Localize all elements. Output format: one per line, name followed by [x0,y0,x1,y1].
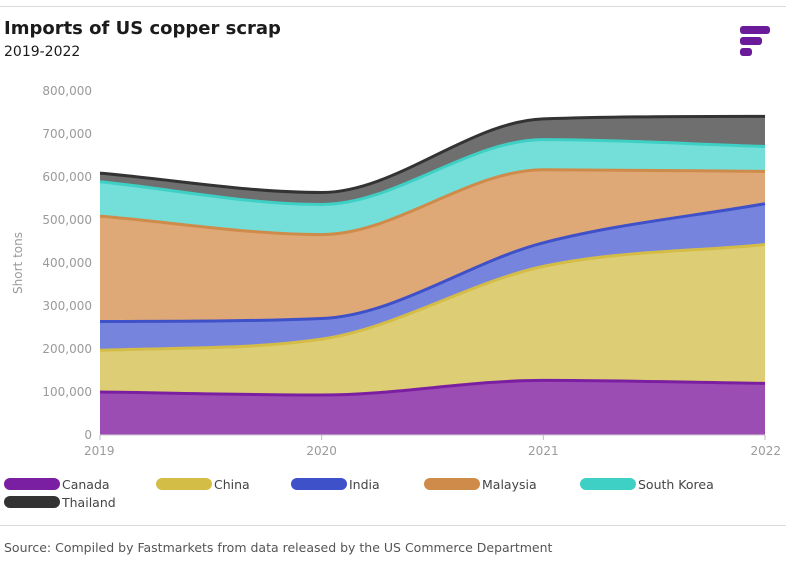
bottom-divider [0,525,786,526]
y-tick-label: 400,000 [42,256,92,270]
y-tick-label: 700,000 [42,127,92,141]
area-china [100,244,765,395]
areas-layer [100,116,765,435]
y-tick-label: 100,000 [42,385,92,399]
legend-item-thailand: Thailand [4,494,116,510]
area-south-korea [100,139,765,235]
chart-legend: Canada China India Malaysia South Korea Thail… [4,476,780,516]
line-china [99,243,766,352]
chart-subtitle: 2019-2022 [4,44,81,60]
area-canada [100,380,765,435]
legend-label-thailand: Thailand [62,494,116,510]
legend-item-china: China [156,476,250,492]
legend-label-china: China [214,476,250,492]
top-divider [0,6,786,7]
legend-swatch-china [156,478,212,490]
x-tick-label: 2019 [84,444,115,458]
legend-item-south-korea: South Korea [580,476,714,492]
legend-swatch-malaysia [424,478,480,490]
line-thailand [99,114,766,195]
stacked-area-chart: 0 100,000 200,000 300,000 400,000 500,000 600,… [11,84,781,458]
y-tick-label: 300,000 [42,299,92,313]
legend-swatch-canada [4,478,60,490]
legend-swatch-india [291,478,347,490]
y-tick-label: 0 [84,428,92,442]
area-india [100,203,765,351]
legend-item-canada: Canada [4,476,110,492]
chart-title: Imports of US copper scrap [4,18,281,39]
source-note: Source: Compiled by Fastmarkets from dat… [4,540,553,555]
logo-bar-top [740,26,770,34]
x-tick-label: 2021 [528,444,559,458]
legend-label-south-korea: South Korea [638,476,714,492]
fastmarkets-logo-icon [740,26,770,56]
area-malaysia [100,169,765,322]
legend-item-india: India [291,476,380,492]
x-tick-label: 2022 [750,444,781,458]
legend-label-malaysia: Malaysia [482,476,537,492]
y-tick-label: 500,000 [42,213,92,227]
logo-bar-middle [740,37,762,45]
legend-label-india: India [349,476,380,492]
y-tick-label: 600,000 [42,170,92,184]
area-thailand [100,116,765,205]
line-canada [99,378,766,397]
axis-layer: 0 100,000 200,000 300,000 400,000 500,000 600,… [11,84,781,458]
legend-label-canada: Canada [62,476,110,492]
lines-layer [99,114,766,397]
y-tick-label: 200,000 [42,342,92,356]
legend-item-malaysia: Malaysia [424,476,537,492]
legend-swatch-south-korea [580,478,636,490]
y-tick-label: 800,000 [42,84,92,98]
x-tick-label: 2020 [306,444,337,458]
line-malaysia [99,168,766,237]
line-india [99,202,766,323]
legend-swatch-thailand [4,496,60,508]
line-south-korea [99,138,766,207]
y-axis-label: Short tons [11,232,25,294]
logo-bar-bottom [740,48,752,56]
